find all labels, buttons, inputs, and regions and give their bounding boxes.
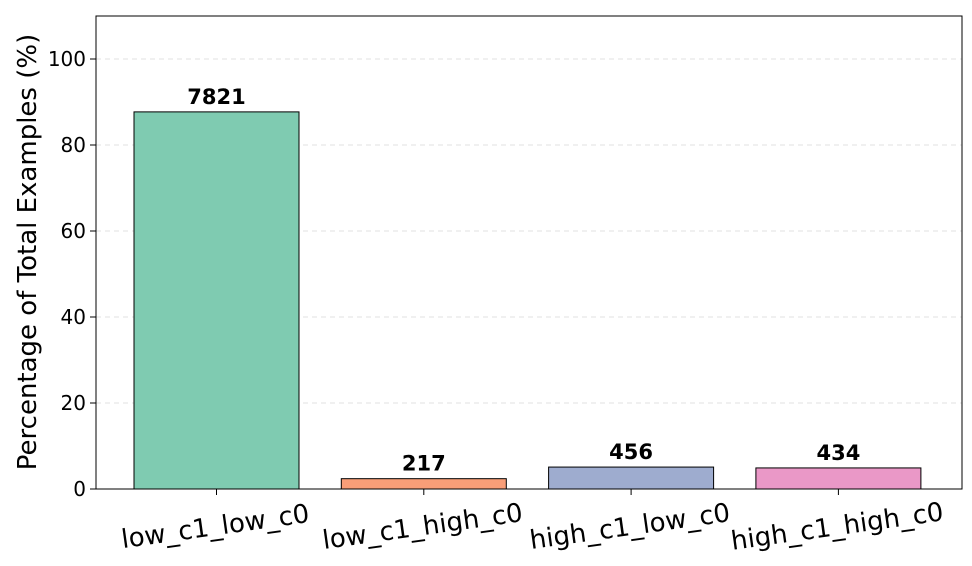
y-tick-label: 100 (48, 47, 86, 71)
y-tick-label: 80 (61, 133, 86, 157)
plot-frame (95, 15, 963, 490)
y-tick-label: 60 (61, 219, 86, 243)
bar-value-label: 7821 (187, 85, 245, 109)
y-tick-label: 0 (73, 477, 86, 501)
y-tick-label: 20 (61, 391, 86, 415)
y-tick-label: 40 (61, 305, 86, 329)
x-tick-label: high_c1_low_c0 (528, 498, 732, 556)
x-tick-label: high_c1_high_c0 (729, 497, 945, 556)
y-axis-label: Percentage of Total Examples (%) (13, 34, 43, 470)
bar-low-c1-low-c0 (133, 111, 300, 490)
data-label-layer: 7821 217 456 434 (187, 85, 860, 476)
y-axis-ticks: 0 20 40 60 80 100 (48, 47, 96, 501)
bar-high-c1-high-c0 (755, 467, 922, 490)
x-tick-label: low_c1_high_c0 (321, 498, 525, 556)
bar-layer (133, 111, 922, 490)
bar-low-c1-high-c0 (340, 478, 507, 490)
x-tick-label: low_c1_low_c0 (119, 499, 311, 555)
bar-high-c1-low-c0 (548, 466, 715, 490)
bar-value-label: 434 (816, 441, 860, 465)
x-axis-ticks: low_c1_low_c0 low_c1_high_c0 high_c1_low_c… (119, 489, 945, 557)
bar-value-label: 217 (402, 452, 446, 476)
bar-value-label: 456 (609, 440, 653, 464)
